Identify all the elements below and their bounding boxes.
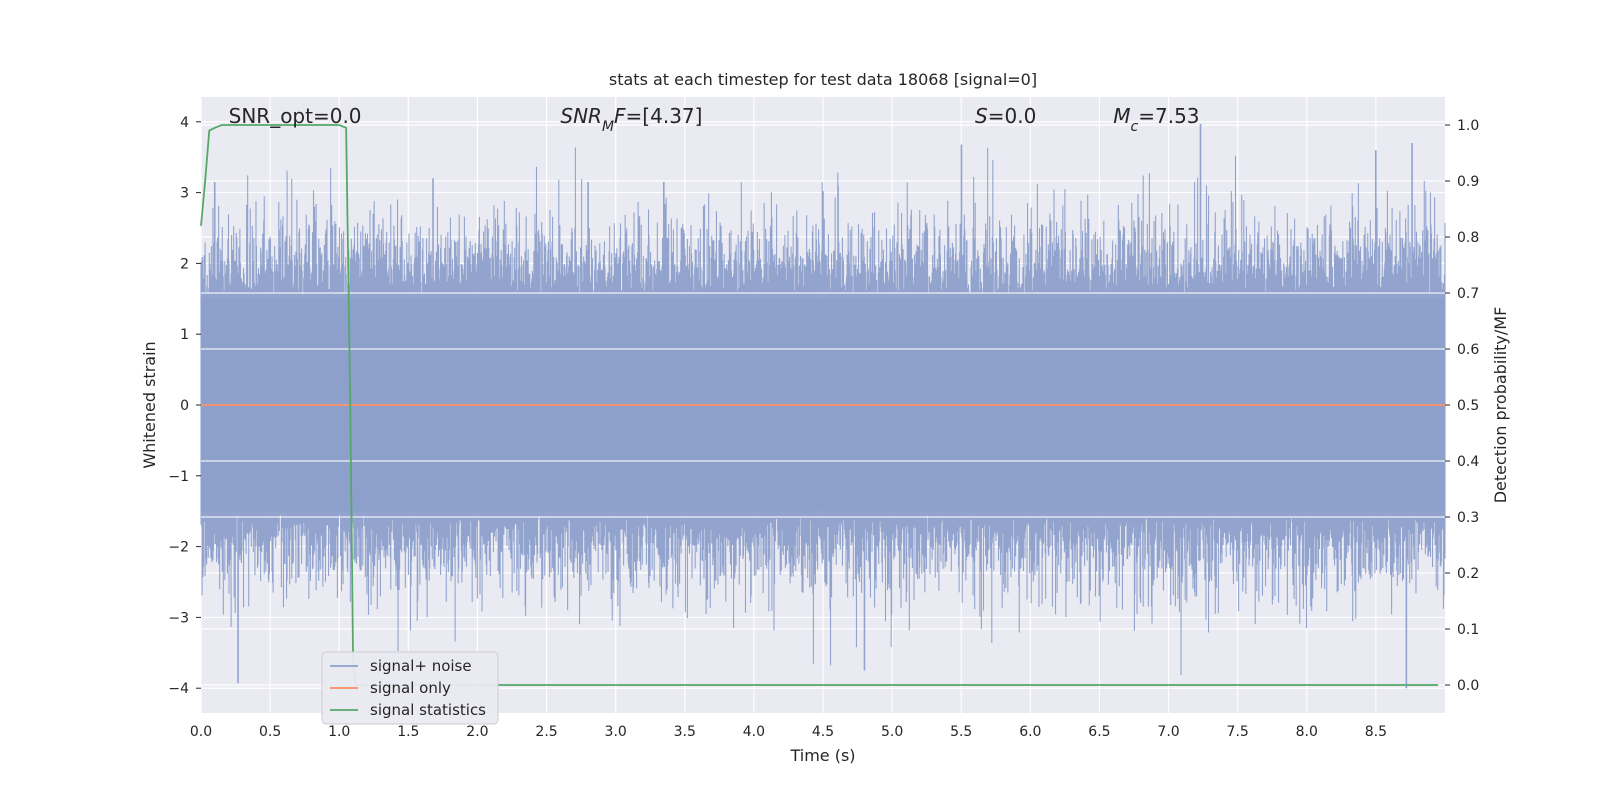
y-right-tick-label: 0.4 xyxy=(1457,454,1479,470)
legend-entry: signal only xyxy=(370,679,451,697)
x-tick-label: 2.0 xyxy=(466,724,488,740)
x-tick-label: 3.5 xyxy=(674,724,696,740)
y-left-tick-label: 3 xyxy=(180,186,189,202)
y-axis-left-label: Whitened strain xyxy=(140,341,159,468)
x-tick-label: 1.5 xyxy=(397,724,419,740)
x-tick-label: 8.0 xyxy=(1296,724,1318,740)
annotation-part: M xyxy=(602,119,614,135)
annotation-part: S xyxy=(975,104,988,128)
annotation-part: =0.0 xyxy=(988,104,1037,128)
legend: signal+ noise signal only signal statistic… xyxy=(321,651,499,725)
x-tick-label: 5.0 xyxy=(881,724,903,740)
annotation-2: SNRMF=[4.37] xyxy=(560,104,702,135)
y-right-tick-label: 0.0 xyxy=(1457,678,1479,694)
annotation-part: c xyxy=(1131,119,1139,135)
legend-entry: signal statistics xyxy=(370,701,486,719)
x-tick-label: 4.5 xyxy=(812,724,834,740)
y-axis-right-label: Detection probability/MF xyxy=(1491,307,1510,504)
annotation-1: SNR_opt=0.0 xyxy=(229,104,362,128)
y-left-tick-label: −1 xyxy=(168,469,189,485)
y-right-tick-label: 0.8 xyxy=(1457,230,1479,246)
chart-title: stats at each timestep for test data 180… xyxy=(609,70,1037,89)
y-right-tick-label: 0.2 xyxy=(1457,566,1479,582)
y-left-tick-label: −3 xyxy=(168,610,189,626)
y-left-tick-label: −4 xyxy=(168,681,189,697)
annotation-part: SNR_opt=0.0 xyxy=(229,104,362,128)
y-left-tick-label: 2 xyxy=(180,256,189,272)
annotation-part: =7.53 xyxy=(1138,104,1199,128)
annotation-4: Mc=7.53 xyxy=(1113,104,1199,135)
x-tick-label: 6.0 xyxy=(1019,724,1041,740)
y-right-tick-label: 0.6 xyxy=(1457,342,1479,358)
x-tick-label: 7.0 xyxy=(1157,724,1179,740)
x-tick-label: 5.5 xyxy=(950,724,972,740)
x-tick-label: 7.5 xyxy=(1227,724,1249,740)
legend-entry: signal+ noise xyxy=(370,657,472,675)
y-left-tick-label: −2 xyxy=(168,540,189,556)
ticks: 0.0 0.5 1.0 1.5 2.0 2.5 3.0 3.5 4.0 4.5 5.0 5.5 6.0 6… xyxy=(168,115,1479,740)
x-tick-label: 4.0 xyxy=(743,724,765,740)
y-right-tick-label: 0.9 xyxy=(1457,174,1479,190)
y-right-tick-label: 0.7 xyxy=(1457,286,1479,302)
y-right-tick-label: 1.0 xyxy=(1457,118,1479,134)
y-left-tick-label: 4 xyxy=(180,115,189,131)
x-tick-label: 2.5 xyxy=(535,724,557,740)
x-tick-label: 3.0 xyxy=(605,724,627,740)
y-right-tick-label: 0.5 xyxy=(1457,398,1479,414)
x-tick-label: 0.5 xyxy=(259,724,281,740)
annotation-part: SNR xyxy=(560,104,602,128)
x-tick-label: 6.5 xyxy=(1088,724,1110,740)
annotation-3: S=0.0 xyxy=(975,104,1036,128)
x-axis-label: Time (s) xyxy=(789,746,855,765)
x-tick-label: 1.0 xyxy=(328,724,350,740)
legend-box xyxy=(321,651,499,725)
annotation-part: F xyxy=(614,104,626,128)
annotation-part: =[4.37] xyxy=(626,104,703,128)
annotation-part: M xyxy=(1113,104,1130,128)
y-left-tick-label: 0 xyxy=(180,398,189,414)
y-right-tick-label: 0.3 xyxy=(1457,510,1479,526)
annotations: SNR_opt=0.0 SNRMF=[4.37] S=0.0 Mc=7.53 xyxy=(229,104,1200,135)
x-tick-label: 0.0 xyxy=(190,724,212,740)
x-tick-label: 8.5 xyxy=(1365,724,1387,740)
y-right-tick-label: 0.1 xyxy=(1457,622,1479,638)
y-left-tick-label: 1 xyxy=(180,327,189,343)
